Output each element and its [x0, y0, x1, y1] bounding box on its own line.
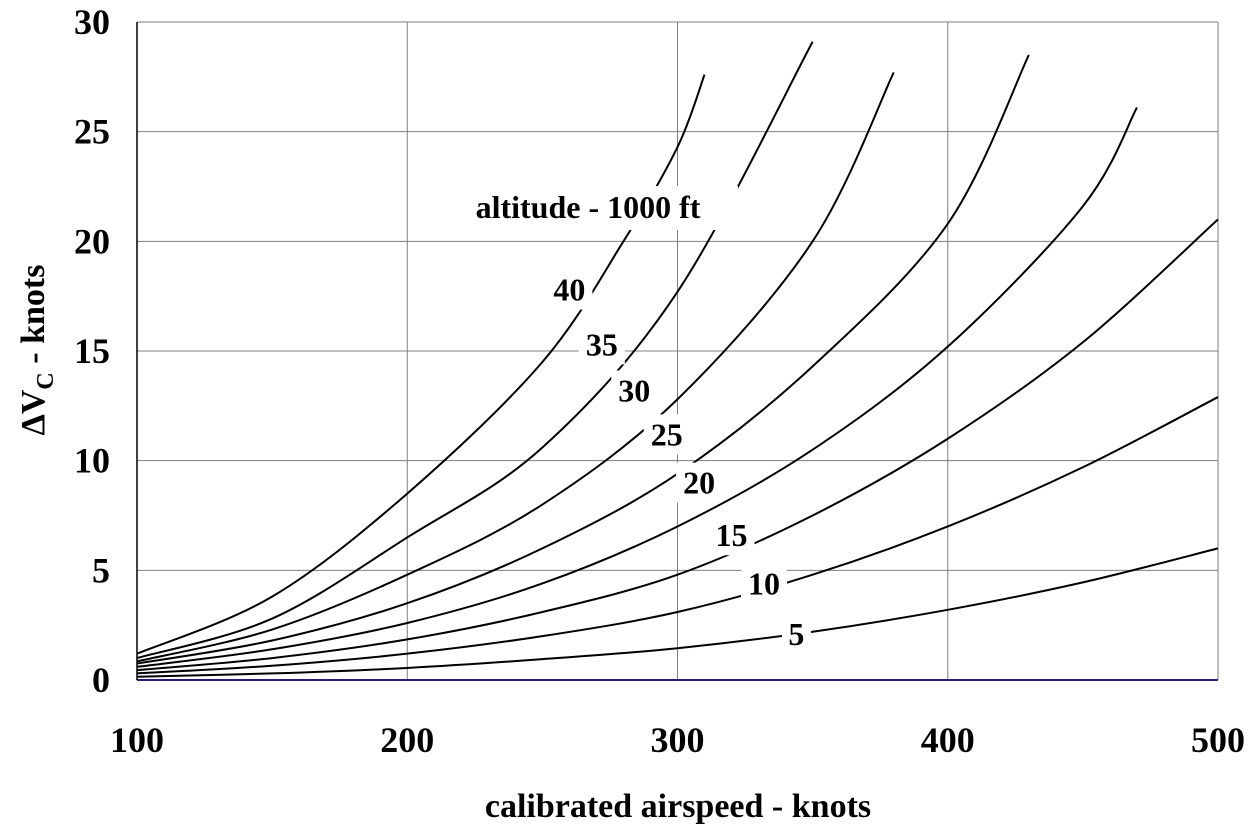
curve-altitude-15 [136, 218, 1219, 672]
curve-label-background-20 [676, 462, 723, 503]
y-tick-label-10: 10 [74, 441, 110, 481]
y-axis-title-subscript: C [33, 372, 59, 389]
x-axis-title: calibrated airspeed - knots [485, 788, 871, 825]
curve-altitude-5 [136, 547, 1219, 678]
curve-label-background-10 [740, 563, 787, 604]
y-tick-label-30: 30 [74, 2, 110, 42]
x-tick-label-300: 300 [651, 720, 705, 760]
curve-label-20: 20 [683, 465, 715, 501]
altitude-annotation: altitude - 1000 ft [476, 189, 701, 225]
curve-label-30: 30 [618, 372, 650, 408]
curve-label-10: 10 [748, 565, 780, 601]
annotation-background [438, 186, 738, 230]
curve-label-background-15 [708, 515, 755, 556]
curve-altitude-25 [136, 54, 1030, 665]
curve-label-background-25 [643, 414, 690, 455]
x-tick-label-400: 400 [921, 720, 975, 760]
curve-label-5: 5 [788, 616, 804, 652]
x-tick-label-200: 200 [380, 720, 434, 760]
curve-altitude-35 [136, 41, 814, 660]
grid-layer [136, 21, 1219, 681]
y-axis-title: ΔVC - knots [15, 265, 59, 436]
curve-altitude-30 [136, 72, 895, 663]
curve-altitude-40 [136, 74, 706, 655]
y-tick-label-0: 0 [92, 660, 110, 700]
curve-label-background-40 [546, 269, 593, 310]
curve-label-40: 40 [553, 272, 585, 308]
y-tick-label-20: 20 [74, 221, 110, 261]
x-tick-label-500: 500 [1191, 720, 1245, 760]
curve-altitude-20 [136, 107, 1138, 668]
plot-frame [136, 22, 1218, 681]
y-tick-label-5: 5 [92, 550, 110, 590]
x-tick-label-100: 100 [110, 720, 164, 760]
y-tick-label-15: 15 [74, 331, 110, 371]
y-tick-label-25: 25 [74, 112, 110, 152]
curve-label-background-30 [611, 370, 658, 411]
curve-label-35: 35 [586, 326, 618, 362]
curve-label-25: 25 [651, 416, 683, 452]
curve-altitude-10 [136, 396, 1219, 675]
y-axis-title-suffix: - knots [15, 265, 52, 373]
curve-label-15: 15 [716, 517, 748, 553]
curve-label-background-5 [781, 613, 811, 654]
curve-label-background-35 [578, 324, 625, 365]
y-axis-title-prefix: ΔV [15, 389, 52, 435]
